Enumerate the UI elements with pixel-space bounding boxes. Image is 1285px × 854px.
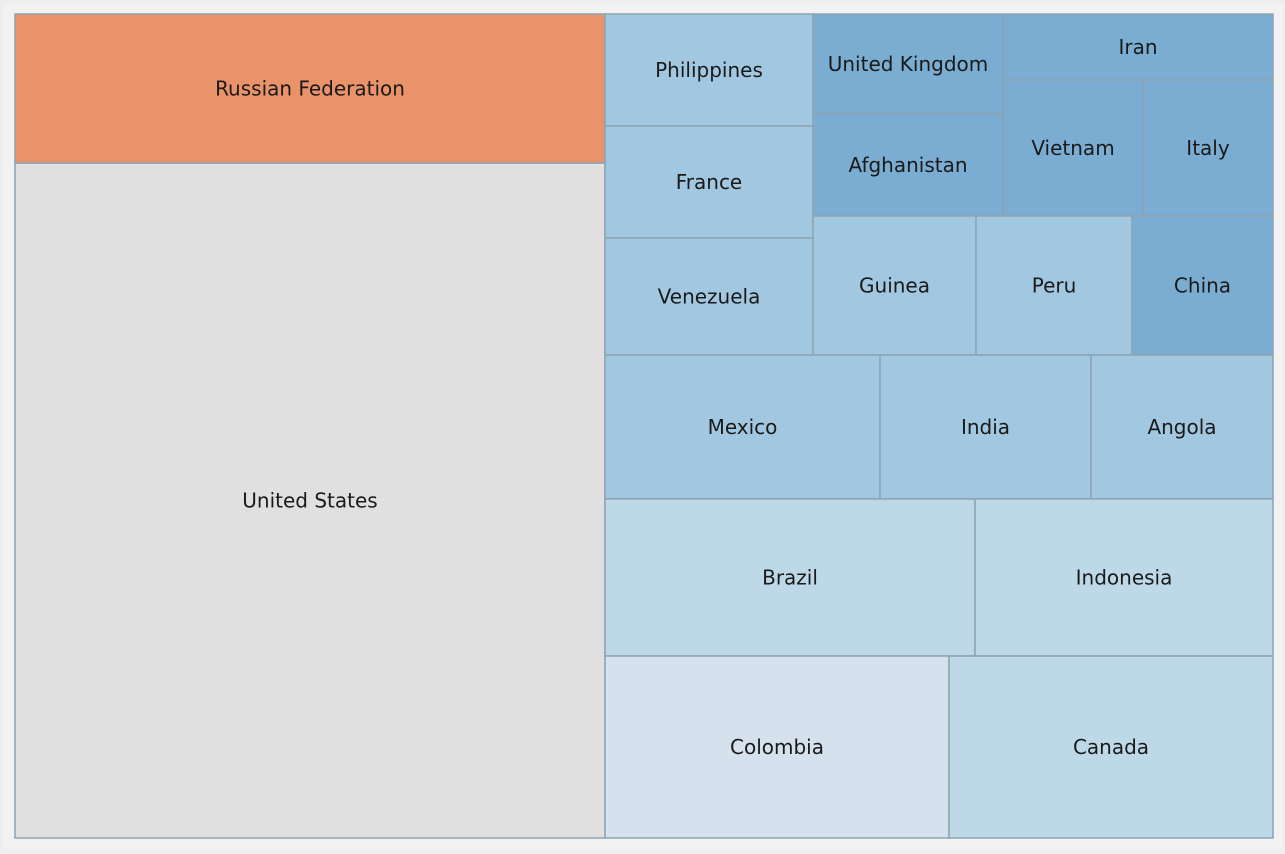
tile-label-guinea: Guinea	[859, 274, 930, 298]
tile-rect-china	[1131, 215, 1274, 356]
tile-united-kingdom: United Kingdom	[812, 13, 1004, 115]
tile-rect-peru	[975, 215, 1133, 356]
tile-rect-iran	[1002, 13, 1274, 81]
tile-label-russian-federation: Russian Federation	[215, 77, 405, 101]
tile-label-canada: Canada	[1073, 735, 1149, 759]
tile-rect-united-kingdom	[812, 13, 1004, 115]
tile-label-italy: Italy	[1186, 136, 1230, 160]
tile-label-philippines: Philippines	[655, 58, 763, 82]
tile-label-peru: Peru	[1032, 274, 1077, 298]
tile-label-united-states: United States	[242, 489, 377, 513]
tile-philippines: Philippines	[604, 13, 814, 127]
tile-rect-angola	[1090, 354, 1274, 500]
tile-rect-italy	[1142, 79, 1274, 217]
tile-india: India	[879, 354, 1092, 500]
tile-russian-federation: Russian Federation	[14, 13, 606, 164]
tile-rect-canada	[948, 655, 1274, 839]
tile-italy: Italy	[1142, 79, 1274, 217]
tile-rect-mexico	[604, 354, 881, 500]
tile-label-indonesia: Indonesia	[1076, 566, 1173, 590]
tile-angola: Angola	[1090, 354, 1274, 500]
tile-label-venezuela: Venezuela	[658, 285, 761, 309]
tile-rect-india	[879, 354, 1092, 500]
tile-indonesia: Indonesia	[974, 498, 1274, 657]
treemap-chart: United States Russian Federation Philippin…	[3, 4, 1283, 849]
tile-united-states: United States	[14, 162, 606, 839]
tile-china: China	[1131, 215, 1274, 356]
tile-france: France	[604, 125, 814, 239]
tile-rect-france	[604, 125, 814, 239]
tile-label-iran: Iran	[1118, 35, 1157, 59]
tile-canada: Canada	[948, 655, 1274, 839]
tile-rect-united-states	[14, 162, 606, 839]
tile-label-vietnam: Vietnam	[1031, 136, 1114, 160]
tile-label-afghanistan: Afghanistan	[848, 153, 967, 177]
tile-label-brazil: Brazil	[762, 566, 818, 590]
tile-label-angola: Angola	[1147, 415, 1216, 439]
tile-label-mexico: Mexico	[708, 415, 778, 439]
tile-label-united-kingdom: United Kingdom	[828, 52, 989, 76]
tile-afghanistan: Afghanistan	[812, 113, 1004, 217]
tile-vietnam: Vietnam	[1002, 79, 1144, 217]
tile-rect-brazil	[604, 498, 976, 657]
tile-rect-russian-federation	[14, 13, 606, 164]
tile-rect-colombia	[604, 655, 950, 839]
tile-label-colombia: Colombia	[730, 735, 824, 759]
tile-brazil: Brazil	[604, 498, 976, 657]
tile-label-france: France	[676, 170, 743, 194]
tile-mexico: Mexico	[604, 354, 881, 500]
tile-label-india: India	[961, 415, 1010, 439]
tile-rect-venezuela	[604, 237, 814, 356]
tile-venezuela: Venezuela	[604, 237, 814, 356]
tile-guinea: Guinea	[812, 215, 977, 356]
treemap-svg: United States Russian Federation Philippin…	[14, 13, 1274, 839]
tile-rect-indonesia	[974, 498, 1274, 657]
tile-iran: Iran	[1002, 13, 1274, 81]
tile-colombia: Colombia	[604, 655, 950, 839]
tile-rect-philippines	[604, 13, 814, 127]
tile-label-china: China	[1174, 274, 1231, 298]
tile-peru: Peru	[975, 215, 1133, 356]
